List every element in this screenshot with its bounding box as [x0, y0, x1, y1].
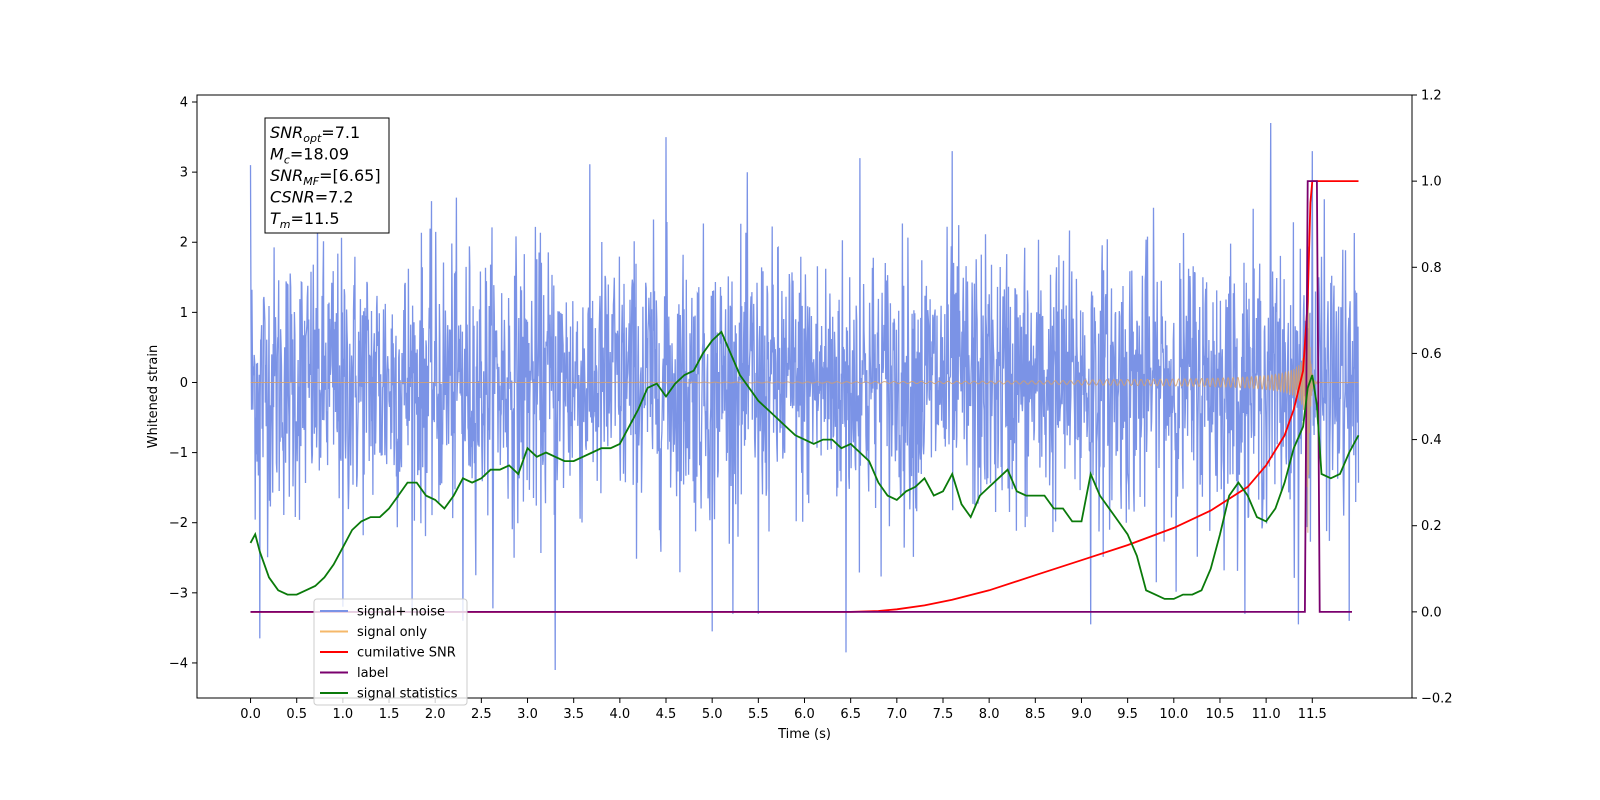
x-tick-label: 3.5: [563, 707, 584, 722]
annotation-line: Tm=11.5: [270, 209, 340, 231]
y-right-tick-label: 0.8: [1421, 261, 1442, 276]
y-left-tick-label: 2: [180, 236, 188, 251]
x-tick-label: 2.5: [471, 707, 492, 722]
legend-label: cumilative SNR: [357, 646, 456, 661]
x-tick-label: 11.5: [1298, 707, 1327, 722]
legend-frame: [313, 598, 468, 706]
annotation-line: CSNR=7.2: [270, 188, 354, 207]
legend-label: signal only: [357, 625, 427, 640]
y-left-tick-label: 4: [180, 96, 188, 111]
series-signal-only: [250, 246, 1359, 533]
y-left-tick-label: 0: [180, 376, 188, 391]
x-tick-label: 0.5: [286, 707, 307, 722]
y-right-tick-label: 0.2: [1421, 519, 1442, 534]
legend: signal+ noise signal only cumilative SNR la…: [313, 598, 468, 706]
annotation-frame: [264, 117, 390, 234]
y-right-tick-label: 0.4: [1421, 433, 1442, 448]
x-tick-label: 11.0: [1252, 707, 1281, 722]
plot-area: [249, 122, 1360, 671]
y-right-tick-label: −0.2: [1421, 692, 1453, 707]
x-tick-label: 6.5: [840, 707, 861, 722]
x-tick-label: 1.0: [333, 707, 354, 722]
series-signal-plus-noise: [249, 122, 1360, 671]
y-axis-label: Whitened strain: [146, 345, 161, 448]
y-left-tick-label: −3: [169, 586, 188, 601]
y-left-tick-label: −2: [169, 516, 188, 531]
x-tick-label: 4.5: [656, 707, 677, 722]
y-right-tick-label: 0.0: [1421, 605, 1442, 620]
series-label: [250, 180, 1352, 613]
x-tick-label: 1.5: [379, 707, 400, 722]
x-tick-label: 9.0: [1071, 707, 1092, 722]
annotation-line: SNRMF=[6.65]: [270, 166, 381, 188]
axes: 0.0 0.5 1.0 1.5 2.0 2.5 3.0 3.5 4.0 4.5 5.0 5.5 6.0 6…: [146, 89, 1453, 743]
series-signal-statistics: [249, 330, 1360, 600]
y-right-tick-label: 0.6: [1421, 347, 1442, 362]
x-tick-label: 8.5: [1025, 707, 1046, 722]
x-tick-label: 0.0: [240, 707, 261, 722]
y-right-tick-label: 1.0: [1421, 175, 1442, 190]
x-tick-label: 5.5: [748, 707, 769, 722]
annotation-line: Mc=18.09: [270, 145, 349, 167]
x-tick-label: 5.0: [702, 707, 723, 722]
x-tick-label: 10.5: [1205, 707, 1234, 722]
y-left-tick-label: −4: [169, 656, 188, 671]
y-right-tick-label: 1.2: [1421, 89, 1442, 104]
x-tick-label: 2.0: [425, 707, 446, 722]
y-left-tick-label: 3: [180, 166, 188, 181]
x-tick-label: 7.0: [886, 707, 907, 722]
x-tick-label: 8.0: [979, 707, 1000, 722]
x-axis-label: Time (s): [777, 727, 831, 742]
y-left-tick-label: 1: [180, 306, 188, 321]
y-left-tick-label: −1: [169, 446, 188, 461]
legend-label: signal statistics: [357, 687, 458, 702]
annotation-line: SNRopt=7.1: [270, 123, 360, 145]
x-tick-label: 6.0: [794, 707, 815, 722]
x-tick-label: 9.5: [1117, 707, 1138, 722]
legend-label: label: [357, 666, 388, 681]
x-tick-label: 7.5: [933, 707, 954, 722]
x-tick-label: 4.0: [610, 707, 631, 722]
x-tick-label: 3.0: [517, 707, 538, 722]
x-tick-label: 10.0: [1159, 707, 1188, 722]
legend-label: signal+ noise: [357, 605, 445, 620]
